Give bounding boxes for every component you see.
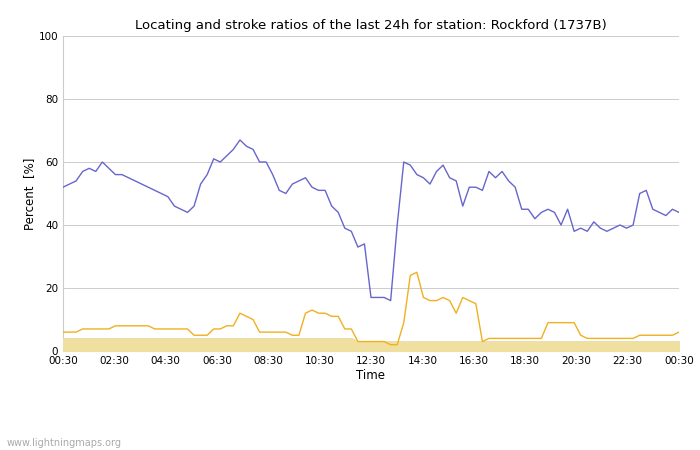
Y-axis label: Percent  [%]: Percent [%] <box>22 158 36 230</box>
X-axis label: Time: Time <box>356 369 386 382</box>
Title: Locating and stroke ratios of the last 24h for station: Rockford (1737B): Locating and stroke ratios of the last 2… <box>135 19 607 32</box>
Text: www.lightningmaps.org: www.lightningmaps.org <box>7 438 122 448</box>
